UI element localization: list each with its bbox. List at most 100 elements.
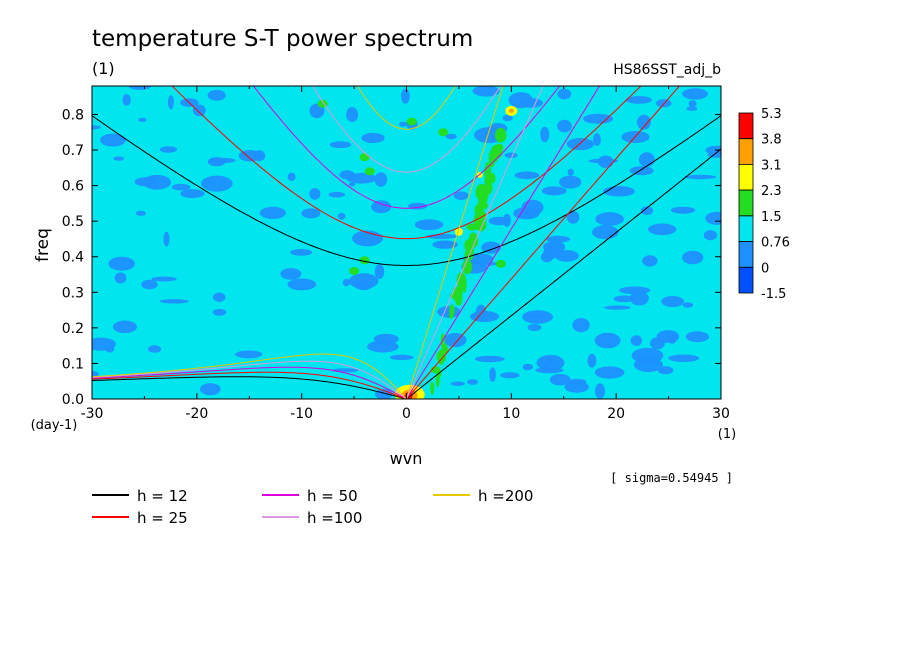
- high-power-patch: [494, 127, 507, 143]
- y-axis-unit: (day-1): [31, 418, 78, 433]
- low-power-patch: [588, 158, 619, 164]
- x-axis-unit: (1): [718, 427, 736, 442]
- low-power-patch: [301, 208, 321, 219]
- high-power-patch: [438, 128, 449, 137]
- low-power-patch: [331, 368, 359, 373]
- legend-label: h =200: [478, 487, 533, 505]
- low-power-patch: [619, 286, 651, 295]
- gravity-curve: [171, 86, 642, 240]
- low-power-patch: [337, 212, 346, 220]
- low-power-patch: [122, 94, 131, 106]
- low-power-patch: [92, 125, 101, 130]
- low-power-patch: [481, 241, 501, 254]
- low-power-patch: [668, 354, 700, 362]
- high-power-patch: [482, 203, 487, 210]
- low-power-patch: [566, 210, 580, 224]
- low-power-patch: [374, 264, 385, 280]
- low-power-patch: [523, 313, 545, 319]
- colorbar-label: 5.3: [761, 107, 782, 122]
- low-power-patch: [450, 381, 465, 386]
- low-power-patch: [629, 291, 649, 306]
- low-power-patch: [399, 121, 407, 127]
- y-tick-label: 0.1: [62, 356, 84, 372]
- y-axis-label: freq: [33, 228, 53, 262]
- low-power-patch: [540, 126, 550, 143]
- low-power-patch: [151, 276, 177, 282]
- low-power-patch: [290, 249, 313, 256]
- low-power-patch: [287, 172, 296, 181]
- rossby-curve: [92, 366, 407, 399]
- low-power-patch: [329, 141, 352, 149]
- high-power-patch: [439, 349, 446, 357]
- y-tick-label: 0.8: [62, 107, 84, 123]
- y-tick-label: 0.7: [62, 143, 84, 159]
- low-power-patch: [543, 240, 566, 254]
- colorbar-label: 2.3: [761, 184, 782, 199]
- low-power-patch: [444, 333, 467, 348]
- chart-subtitle: (1): [92, 59, 115, 78]
- colorbar-swatch: [738, 241, 754, 268]
- low-power-patch: [625, 96, 652, 104]
- rossby-curve: [92, 371, 407, 399]
- low-power-patch: [171, 183, 191, 191]
- y-tick-label: 0.2: [62, 321, 84, 337]
- low-power-patch: [414, 219, 444, 231]
- rossby-curve: [92, 376, 407, 399]
- dispersion-curves: [92, 86, 721, 399]
- low-power-patch: [705, 211, 721, 225]
- colorbar-label: 3.8: [761, 133, 782, 148]
- low-power-patch: [192, 104, 206, 117]
- low-power-patch: [113, 156, 125, 161]
- high-power-patch: [468, 232, 478, 248]
- low-power-patch: [472, 86, 500, 97]
- x-tick-label: 0: [402, 406, 411, 422]
- low-power-patch: [287, 278, 317, 291]
- high-power-patch: [456, 272, 466, 288]
- low-power-patch: [613, 295, 635, 303]
- gravity-curve: [252, 86, 561, 209]
- low-power-patch: [349, 273, 379, 289]
- legend-label: h = 12: [137, 487, 188, 505]
- x-tick-label: 20: [607, 406, 625, 422]
- low-power-patch: [536, 354, 565, 371]
- x-tick-label: -30: [81, 406, 104, 422]
- low-power-patch: [555, 250, 579, 262]
- low-power-patch: [180, 189, 205, 199]
- colorbar-label: 0.76: [761, 236, 790, 251]
- rossby-curve: [92, 353, 407, 399]
- low-power-patch: [540, 251, 554, 263]
- low-power-patch: [453, 191, 469, 200]
- y-axis: 0.0 0.1 0.2 0.3 0.4 0.5 0.6 0.7 0.8: [62, 107, 721, 408]
- low-power-patch: [141, 279, 158, 290]
- low-power-patch: [100, 133, 126, 147]
- y-tick-label: 0.5: [62, 214, 84, 230]
- low-power-patch: [112, 320, 137, 334]
- low-power-patch: [642, 255, 658, 267]
- legend: h = 12 h = 25 h = 50 h =100 h =200: [92, 487, 533, 527]
- colorbar-swatch: [738, 189, 754, 217]
- kelvin-curve: [406, 86, 681, 399]
- low-power-patch: [259, 206, 286, 219]
- low-power-patch: [636, 114, 651, 130]
- low-power-patch: [474, 355, 505, 363]
- low-power-patch: [375, 389, 393, 399]
- low-power-patch: [541, 186, 567, 196]
- low-power-patch: [640, 206, 654, 216]
- low-power-patch: [309, 188, 321, 200]
- low-power-patch: [508, 92, 533, 109]
- low-power-patch: [535, 367, 564, 374]
- plot-background: [92, 86, 721, 399]
- low-power-patch: [212, 308, 227, 316]
- low-power-patch: [201, 175, 233, 192]
- low-power-patch: [207, 157, 226, 167]
- low-power-patch: [235, 350, 263, 359]
- colorbar-label: 3.1: [761, 158, 782, 173]
- high-power-patch: [462, 259, 473, 275]
- low-power-patch: [437, 306, 461, 318]
- low-power-patch: [549, 374, 571, 386]
- low-power-patch: [684, 174, 717, 180]
- high-power-patch: [464, 239, 472, 252]
- low-power-patch: [342, 278, 351, 287]
- low-power-patch: [595, 212, 624, 226]
- low-power-patch: [648, 223, 677, 236]
